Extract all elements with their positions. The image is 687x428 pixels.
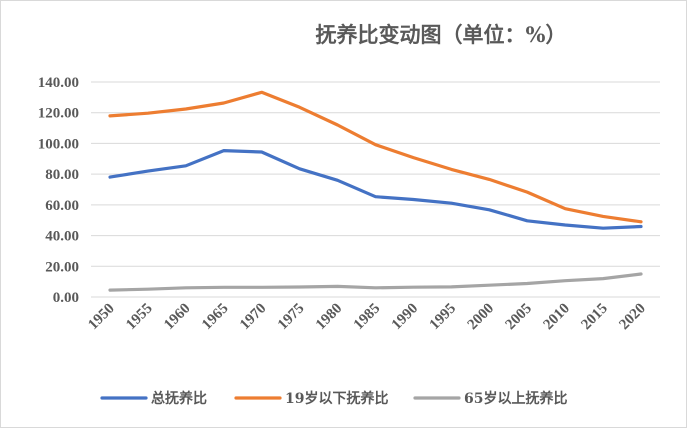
y-axis-ticks: 0.00 20.00 40.00 60.00 80.00 100.00 120.00 140.… bbox=[38, 75, 79, 306]
x-tick-label: 1955 bbox=[123, 301, 156, 334]
x-tick-label: 2005 bbox=[503, 301, 536, 334]
x-tick-label: 2010 bbox=[540, 301, 573, 334]
y-tick-label: 60.00 bbox=[45, 198, 79, 214]
y-tick-label: 120.00 bbox=[38, 106, 79, 122]
x-tick-label: 1985 bbox=[351, 301, 384, 334]
x-tick-label: 1950 bbox=[85, 301, 118, 334]
x-tick-label: 1980 bbox=[313, 301, 346, 334]
x-tick-label: 1975 bbox=[275, 301, 308, 334]
x-tick-label: 1960 bbox=[161, 301, 194, 334]
series-lines bbox=[108, 90, 643, 292]
x-tick-label: 1990 bbox=[389, 301, 422, 334]
x-tick-label: 1965 bbox=[199, 301, 232, 334]
y-tick-label: 140.00 bbox=[38, 75, 79, 91]
x-tick-label: 1970 bbox=[237, 301, 270, 334]
series-line-2 bbox=[108, 90, 643, 224]
x-tick-label: 2015 bbox=[578, 301, 611, 334]
series-line-3 bbox=[108, 272, 643, 292]
series-line-1 bbox=[108, 149, 643, 230]
y-tick-label: 0.00 bbox=[53, 290, 79, 306]
y-tick-label: 40.00 bbox=[45, 229, 79, 245]
chart-title: 抚养比变动图（单位：%） bbox=[316, 22, 567, 47]
y-tick-label: 80.00 bbox=[45, 167, 79, 183]
legend-label-2: 19岁以下抚养比 bbox=[285, 390, 388, 407]
x-tick-label: 1995 bbox=[427, 301, 460, 334]
x-tick-label: 2000 bbox=[465, 301, 498, 334]
gridlines bbox=[91, 81, 660, 298]
legend: 总抚养比 19岁以下抚养比 65岁以上抚养比 bbox=[100, 390, 567, 407]
legend-label-1: 总抚养比 bbox=[151, 390, 207, 407]
x-tick-label: 2020 bbox=[616, 301, 649, 334]
y-tick-label: 100.00 bbox=[38, 136, 79, 152]
legend-label-3: 65岁以上抚养比 bbox=[464, 390, 567, 407]
x-axis-ticks: 1950 1955 1960 1965 1970 1975 1980 1985 1990 1995… bbox=[85, 301, 649, 334]
y-tick-label: 20.00 bbox=[45, 259, 79, 275]
